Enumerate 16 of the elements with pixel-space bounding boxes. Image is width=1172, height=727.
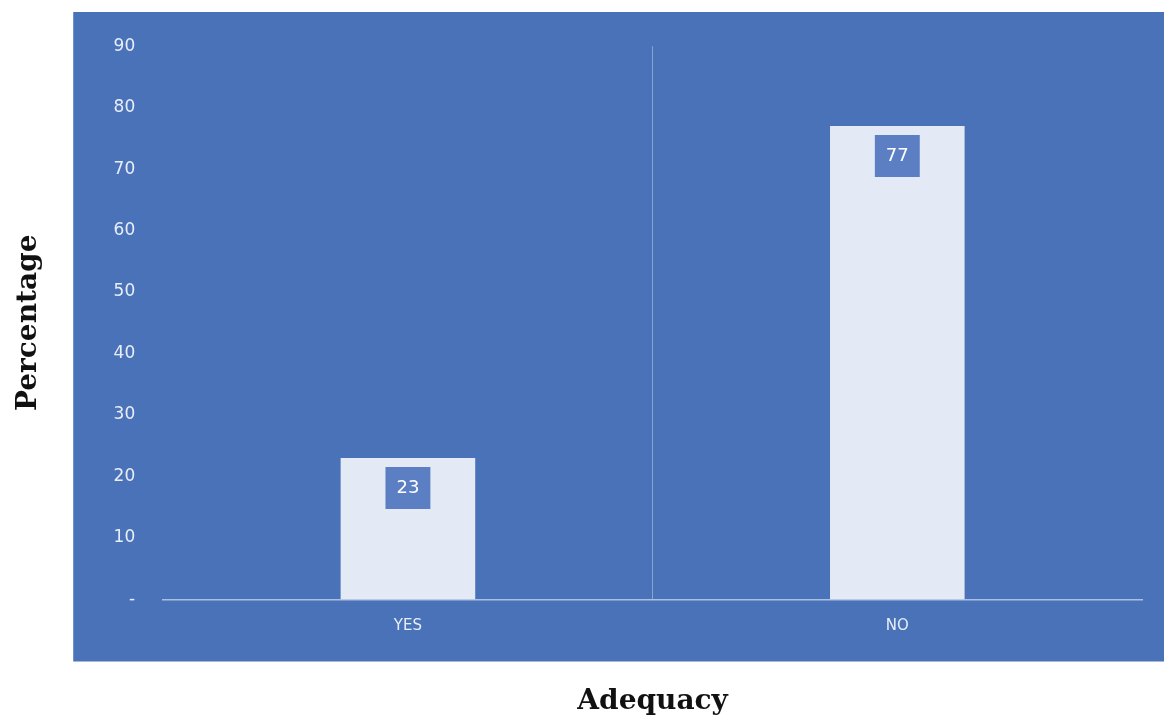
y-tick-label: 90 [113, 34, 136, 55]
y-tick-label: 20 [113, 464, 136, 485]
x-axis-title: Adequacy [576, 683, 729, 717]
data-label: 77 [885, 143, 909, 165]
data-label: 23 [396, 475, 420, 497]
y-tick-label: 10 [113, 526, 136, 547]
y-axis-title: Percentage [10, 234, 44, 412]
y-tick-label: - [129, 587, 136, 608]
y-tick-label: 60 [113, 219, 136, 240]
x-tick-label: NO [885, 616, 909, 635]
y-tick-label: 70 [113, 157, 136, 178]
y-tick-label: 30 [113, 403, 136, 424]
y-tick-label: 50 [113, 280, 136, 301]
x-tick-label: YES [392, 616, 423, 635]
y-tick-label: 80 [113, 96, 136, 117]
y-tick-label: 40 [113, 341, 136, 362]
